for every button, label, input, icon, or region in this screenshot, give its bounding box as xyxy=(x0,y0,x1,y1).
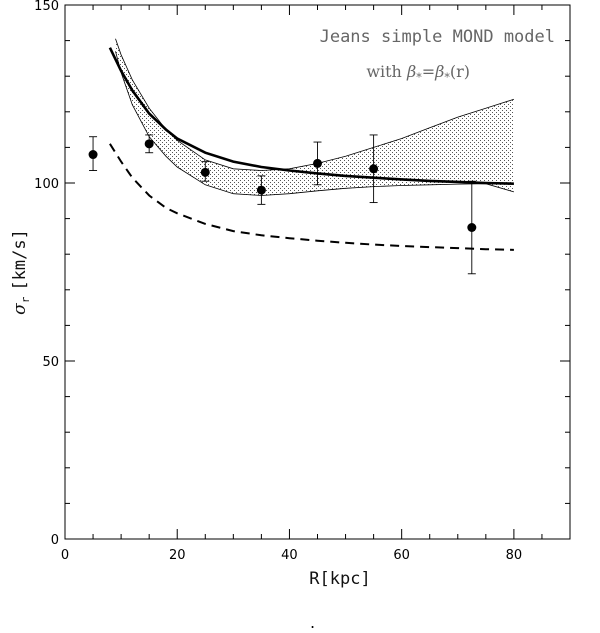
subtitle-sub-1: * xyxy=(416,71,422,84)
data-point xyxy=(88,150,98,160)
band-lower-edge xyxy=(115,51,515,196)
y-tick-label: 100 xyxy=(34,177,59,192)
footer-mark: . xyxy=(310,613,315,632)
data-point xyxy=(313,158,322,168)
subtitle-beta-2: β xyxy=(434,62,444,81)
ticks-layer: 0 20 40 60 80 0 50 100 150 xyxy=(34,0,571,563)
y-axis-subscript: r xyxy=(19,296,32,303)
x-tick-label: 80 xyxy=(506,548,523,563)
data-point xyxy=(144,139,154,149)
y-tick-label: 0 xyxy=(51,533,59,548)
y-axis-title: σr [km/s] xyxy=(10,229,32,315)
subtitle-sub-2: * xyxy=(444,71,450,84)
subtitle-equals: = xyxy=(422,62,435,81)
y-axis-unit: [km/s] xyxy=(10,229,30,290)
data-point xyxy=(200,167,210,177)
lines-layer xyxy=(108,47,514,251)
data-point xyxy=(369,164,379,174)
subtitle-prefix: with xyxy=(366,62,407,81)
plot-frame xyxy=(64,4,571,540)
y-tick-label: 150 xyxy=(34,0,59,14)
chart-subtitle: with β*=β*(r) xyxy=(366,62,470,84)
shaded-band-fill xyxy=(115,38,514,196)
data-point xyxy=(467,223,477,232)
x-tick-label: 20 xyxy=(169,548,186,563)
x-tick-label: 0 xyxy=(61,548,69,563)
chart-title: Jeans simple MOND model xyxy=(320,27,555,47)
dashed-model-line xyxy=(109,143,514,251)
solid-model-line xyxy=(108,47,514,185)
y-axis-symbol: σ xyxy=(10,303,30,315)
y-tick-label: 50 xyxy=(42,355,59,370)
x-tick-label: 60 xyxy=(393,548,410,563)
subtitle-beta-1: β xyxy=(406,62,416,81)
data-points-layer xyxy=(88,134,477,275)
data-point xyxy=(256,185,266,195)
x-axis-title: R[kpc] xyxy=(309,569,370,589)
x-tick-label: 40 xyxy=(281,548,298,563)
subtitle-suffix: (r) xyxy=(450,62,470,81)
axes-layer xyxy=(64,4,571,540)
